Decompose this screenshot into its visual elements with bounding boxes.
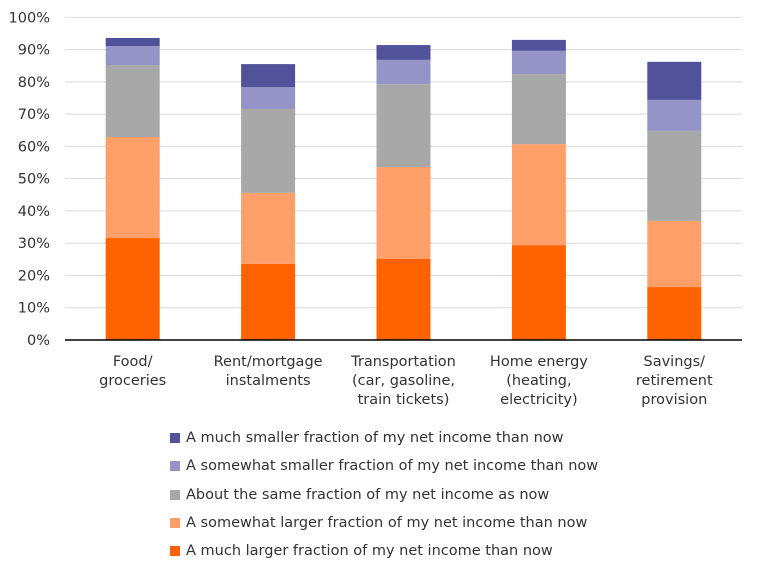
bar-segment xyxy=(241,192,296,264)
legend-swatch xyxy=(170,461,180,472)
legend-swatch xyxy=(170,489,180,500)
x-tick-label: (car, gasoline, xyxy=(352,373,455,389)
y-tick-label: 20% xyxy=(18,268,50,284)
legend-item: A somewhat smaller fraction of my net in… xyxy=(170,452,598,480)
bar-segment xyxy=(647,61,702,100)
y-tick-label: 0% xyxy=(27,333,50,349)
bar-segment xyxy=(105,238,160,340)
x-tick-label: groceries xyxy=(99,373,166,389)
x-tick-label: (heating, xyxy=(506,373,571,389)
legend-label: About the same fraction of my net income… xyxy=(186,486,550,503)
bar-segment xyxy=(376,84,431,168)
legend-label: A somewhat smaller fraction of my net in… xyxy=(186,458,599,475)
bar-segment xyxy=(241,64,296,88)
bar-segment xyxy=(511,39,566,51)
y-tick-label: 60% xyxy=(18,139,50,155)
x-tick-label: Food/ xyxy=(113,354,153,370)
y-tick-label: 30% xyxy=(18,236,50,252)
x-tick-label: Transportation xyxy=(350,354,456,370)
legend-label: A much larger fraction of my net income … xyxy=(186,543,553,560)
legend-label: A much smaller fraction of my net income… xyxy=(186,430,564,447)
bar-segment xyxy=(511,245,566,340)
legend: A much smaller fraction of my net income… xyxy=(170,424,598,565)
bar-segment xyxy=(376,45,431,60)
x-tick-label: provision xyxy=(641,392,707,408)
bar-segment xyxy=(647,130,702,221)
x-tick-label: electricity) xyxy=(500,392,577,408)
y-tick-label: 40% xyxy=(18,204,50,220)
legend-label: A somewhat larger fraction of my net inc… xyxy=(186,515,588,532)
bar-segment xyxy=(376,59,431,85)
legend-item: A much larger fraction of my net income … xyxy=(170,537,598,565)
bar-segment xyxy=(105,37,160,47)
bar-segment xyxy=(647,99,702,131)
legend-item: About the same fraction of my net income… xyxy=(170,481,598,509)
x-tick-label: Home energy xyxy=(490,354,588,370)
stacked-bar-chart: 0% 10% 20% 30% 40% 50% 60% 70% 80% 90% 100% Food/gr… xyxy=(9,10,742,408)
x-tick-label: retirement xyxy=(636,373,713,389)
y-tick-label: 70% xyxy=(18,107,50,123)
y-tick-label: 50% xyxy=(18,172,50,188)
bar-segment xyxy=(241,87,296,109)
bar-segment xyxy=(511,144,566,246)
x-tick-label: instalments xyxy=(226,373,311,389)
bar-segment xyxy=(105,46,160,66)
y-tick-label: 100% xyxy=(9,10,50,26)
legend-item: A much smaller fraction of my net income… xyxy=(170,424,598,452)
bar-segment xyxy=(511,50,566,75)
legend-swatch xyxy=(170,433,180,444)
y-tick-label: 10% xyxy=(18,301,50,317)
x-tick-label: train tickets) xyxy=(358,392,450,408)
x-tick-label: Savings/ xyxy=(644,354,706,370)
bar-segment xyxy=(241,108,296,193)
bar-segment xyxy=(376,167,431,260)
legend-swatch xyxy=(170,518,180,529)
bar-segment xyxy=(105,137,160,239)
bar-segment xyxy=(647,287,702,340)
x-tick-label: Rent/mortgage xyxy=(214,354,323,370)
bar-segment xyxy=(105,65,160,138)
legend-swatch xyxy=(170,546,180,557)
y-tick-label: 80% xyxy=(18,75,50,91)
bar-segment xyxy=(647,220,702,288)
legend-item: A somewhat larger fraction of my net inc… xyxy=(170,509,598,537)
y-tick-label: 90% xyxy=(18,43,50,59)
bar-segment xyxy=(241,263,296,340)
bar-segment xyxy=(511,74,566,145)
bar-segment xyxy=(376,259,431,340)
